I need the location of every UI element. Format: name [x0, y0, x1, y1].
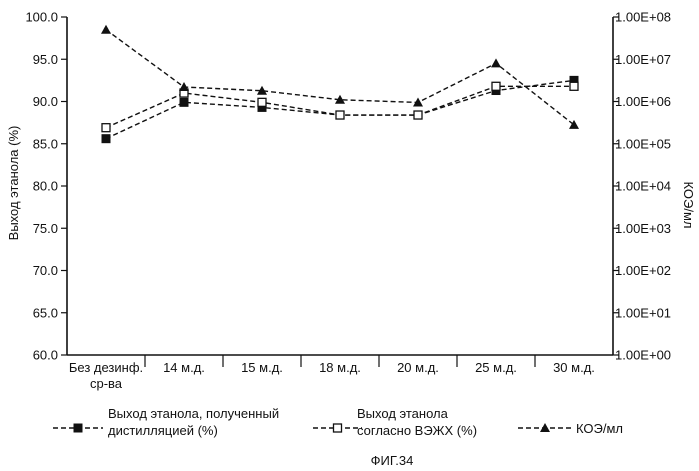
left-tick-label: 95.0 — [33, 52, 58, 67]
right-tick-label: 1.00E+04 — [615, 179, 671, 194]
legend-item: Выход этанола, полученный дистилляцией (%… — [53, 406, 279, 438]
y-axis-label: Выход этанола (%) — [6, 126, 21, 241]
left-tick-label: 90.0 — [33, 94, 58, 109]
data-point — [570, 82, 578, 90]
category-label: Без дезинф. — [69, 360, 143, 375]
series-line — [106, 86, 574, 127]
legend-label: КОЭ/мл — [576, 421, 623, 436]
data-point — [101, 25, 111, 34]
category-labels: Без дезинф.ср-ва 14 м.д. 15 м.д. 18 м.д. 20 … — [69, 360, 595, 391]
right-tick-label: 1.00E+02 — [615, 263, 671, 278]
data-point — [180, 98, 188, 106]
left-tick-label: 60.0 — [33, 348, 58, 363]
data-point — [102, 135, 110, 143]
right-tick-label: 1.00E+00 — [615, 348, 671, 363]
legend-item: Выход этанола согласно ВЭЖХ (%) — [313, 406, 477, 438]
legend: Выход этанола, полученный дистилляцией (%… — [53, 406, 623, 438]
data-point — [414, 111, 422, 119]
data-point — [492, 82, 500, 90]
data-point — [540, 423, 550, 432]
left-tick-label: 100.0 — [25, 10, 58, 25]
data-point — [74, 424, 82, 432]
series-line — [106, 80, 574, 138]
data-point — [336, 111, 344, 119]
category-label: 15 м.д. — [241, 360, 283, 375]
data-point — [102, 124, 110, 132]
legend-label: согласно ВЭЖХ (%) — [357, 423, 477, 438]
right-tick-label: 1.00E+03 — [615, 221, 671, 236]
category-label: 25 м.д. — [475, 360, 517, 375]
axes — [67, 17, 613, 367]
category-label: ср-ва — [90, 376, 123, 391]
category-label: 14 м.д. — [163, 360, 205, 375]
right-tick-label: 1.00E+05 — [615, 136, 671, 151]
legend-label: Выход этанола, полученный — [108, 406, 279, 421]
data-point — [258, 98, 266, 106]
left-tick-label: 85.0 — [33, 136, 58, 151]
left-tick-label: 70.0 — [33, 263, 58, 278]
left-tick-label: 80.0 — [33, 179, 58, 194]
category-label: 30 м.д. — [553, 360, 595, 375]
legend-item: КОЭ/мл — [518, 421, 623, 436]
legend-label: Выход этанола — [357, 406, 449, 421]
series — [102, 76, 578, 142]
legend-label: дистилляцией (%) — [108, 423, 218, 438]
right-tick-label: 1.00E+06 — [615, 94, 671, 109]
right-tick-label: 1.00E+01 — [615, 305, 671, 320]
data-point — [334, 424, 342, 432]
category-label: 18 м.д. — [319, 360, 361, 375]
series-layer — [101, 25, 579, 143]
left-tick-label: 65.0 — [33, 305, 58, 320]
y2-axis-label: КОЭ/мл — [681, 181, 696, 228]
left-tick-label: 75.0 — [33, 221, 58, 236]
data-point — [491, 58, 501, 67]
right-axis-ticks: 1.00E+00 1.00E+01 1.00E+02 1.00E+03 1.00E+04… — [613, 10, 671, 363]
figure-caption: ФИГ.34 — [371, 453, 414, 468]
right-tick-label: 1.00E+08 — [615, 10, 671, 25]
data-point — [413, 97, 423, 106]
left-axis-ticks: 60.0 65.0 70.0 75.0 80.0 85.0 90.0 95.0 100.0 — [25, 10, 67, 363]
right-tick-label: 1.00E+07 — [615, 52, 671, 67]
category-label: 20 м.д. — [397, 360, 439, 375]
